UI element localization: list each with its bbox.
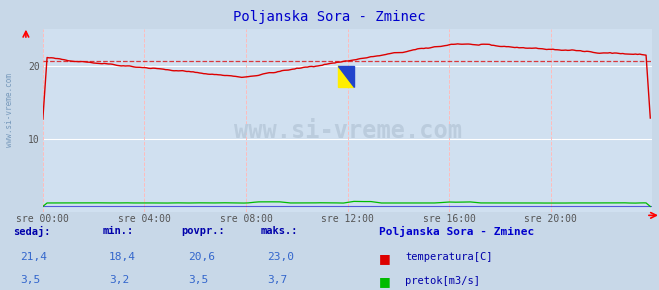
Text: www.si-vreme.com: www.si-vreme.com: [234, 119, 461, 143]
Text: 23,0: 23,0: [267, 252, 294, 262]
Text: 3,2: 3,2: [109, 276, 129, 285]
Text: min.:: min.:: [102, 226, 133, 236]
Text: maks.:: maks.:: [260, 226, 298, 236]
Text: 3,5: 3,5: [20, 276, 40, 285]
Text: 18,4: 18,4: [109, 252, 136, 262]
Text: Poljanska Sora - Zminec: Poljanska Sora - Zminec: [233, 10, 426, 24]
Text: pretok[m3/s]: pretok[m3/s]: [405, 276, 480, 285]
Text: 3,5: 3,5: [188, 276, 208, 285]
Text: www.si-vreme.com: www.si-vreme.com: [5, 73, 14, 147]
Text: 20,6: 20,6: [188, 252, 215, 262]
Text: 3,7: 3,7: [267, 276, 287, 285]
Polygon shape: [339, 66, 354, 88]
Text: temperatura[C]: temperatura[C]: [405, 252, 493, 262]
Text: sedaj:: sedaj:: [13, 226, 51, 237]
Text: povpr.:: povpr.:: [181, 226, 225, 236]
Text: Poljanska Sora - Zminec: Poljanska Sora - Zminec: [379, 226, 534, 237]
Text: 21,4: 21,4: [20, 252, 47, 262]
Polygon shape: [339, 66, 354, 88]
Text: ■: ■: [379, 276, 391, 289]
Text: ■: ■: [379, 252, 391, 265]
